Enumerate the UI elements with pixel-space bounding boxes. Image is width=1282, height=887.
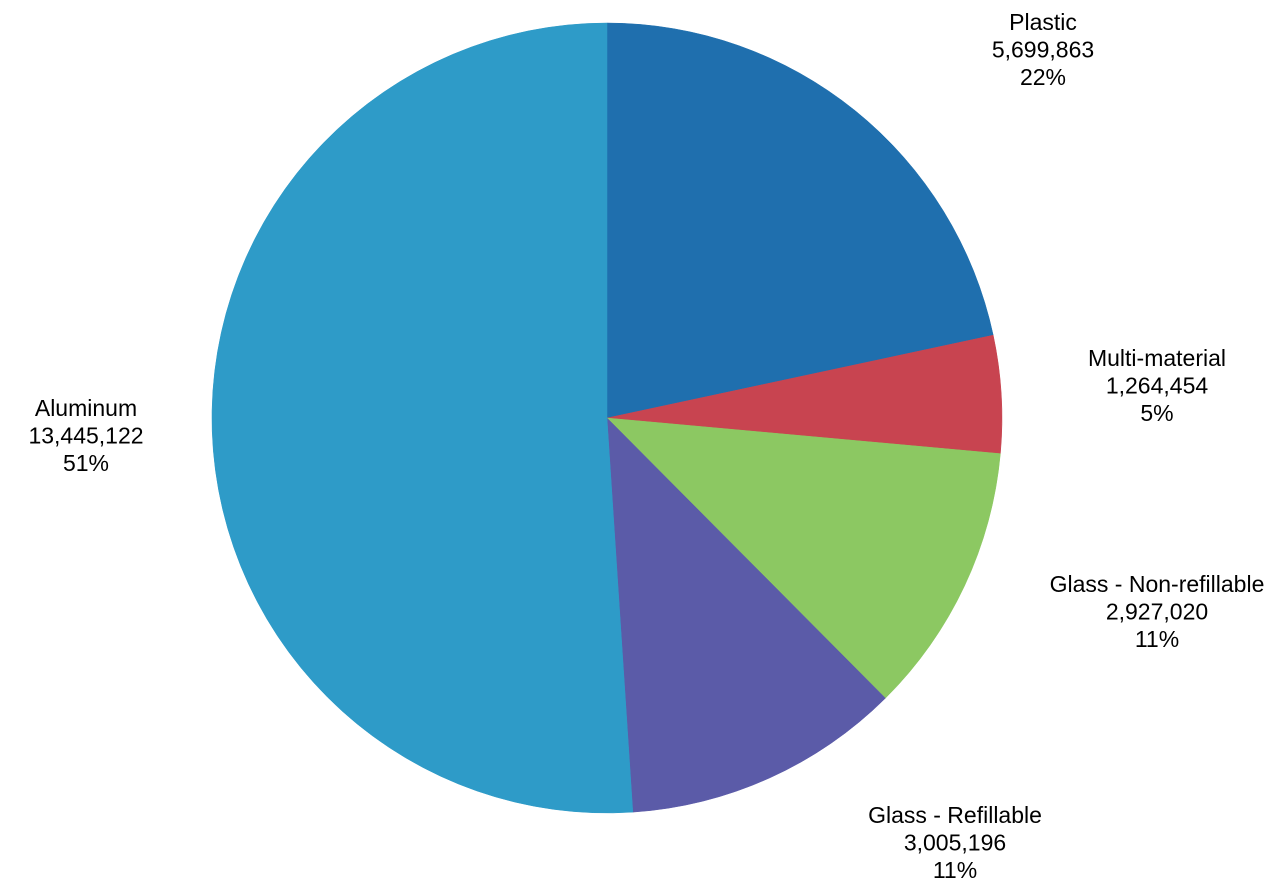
slice-label-glass-refillable: Glass - Refillable xyxy=(868,802,1042,828)
slice-value-glass-non-refillable: 2,927,020 xyxy=(1106,599,1208,625)
pie-slice-glass-refillable xyxy=(606,417,886,813)
slice-value-plastic: 5,699,863 xyxy=(992,37,1094,63)
slice-percent-glass-refillable: 11% xyxy=(933,857,977,882)
pie-slices xyxy=(211,22,1003,814)
slice-label-aluminum: Aluminum xyxy=(35,395,137,421)
slice-percent-plastic: 22% xyxy=(1020,64,1066,90)
pie-slice-plastic xyxy=(606,22,994,419)
slice-value-glass-refillable: 3,005,196 xyxy=(904,830,1006,856)
slice-label-plastic: Plastic xyxy=(1009,9,1077,35)
slice-label-glass-non-refillable: Glass - Non-refillable xyxy=(1050,571,1265,597)
pie-slice-glass-non-refillable xyxy=(606,417,1001,699)
slice-percent-aluminum: 51% xyxy=(63,450,109,476)
slice-percent-multi-material: 5% xyxy=(1140,400,1173,426)
pie-slice-aluminum xyxy=(211,22,634,814)
slice-percent-glass-non-refillable: 11% xyxy=(1135,626,1179,652)
slice-label-multi-material: Multi-material xyxy=(1088,345,1226,371)
slice-value-aluminum: 13,445,122 xyxy=(28,423,143,449)
slice-value-multi-material: 1,264,454 xyxy=(1106,373,1209,399)
